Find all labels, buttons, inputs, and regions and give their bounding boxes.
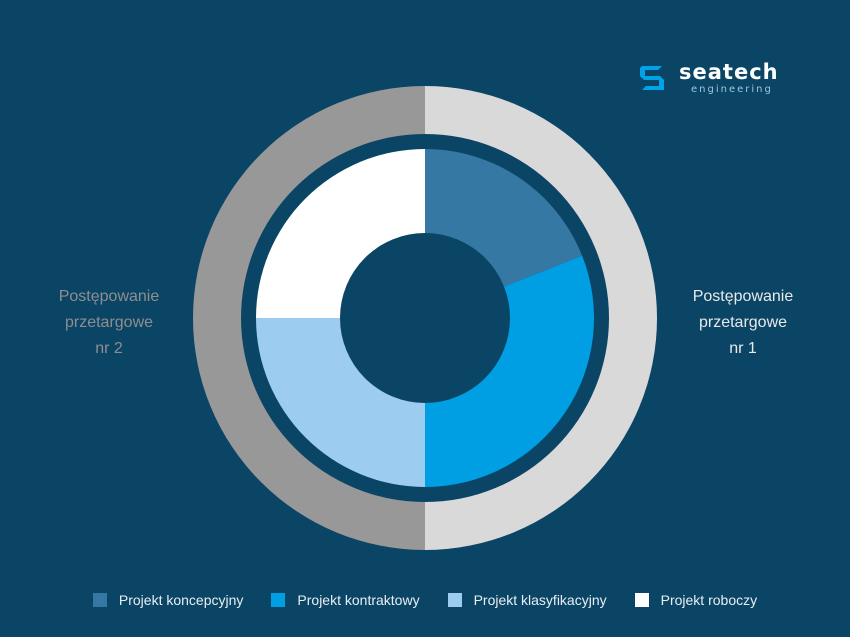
legend-swatch-kontraktowy bbox=[271, 593, 286, 607]
legend-label: Projekt koncepcyjny bbox=[118, 592, 244, 608]
label-tender-1: Postępowanie przetargowe nr 1 bbox=[692, 288, 794, 357]
logo-subtitle: engineering bbox=[691, 84, 773, 95]
legend: Projekt koncepcyjny Projekt kontraktowy … bbox=[0, 592, 850, 608]
legend-item-roboczy: Projekt roboczy bbox=[634, 592, 758, 608]
legend-swatch-klasyfikacyjny bbox=[447, 593, 462, 607]
label-tender-2: Postępowanie przetargowe nr 2 bbox=[58, 288, 160, 357]
legend-label: Projekt klasyfikacyjny bbox=[473, 592, 607, 608]
seatech-logo: seatech engineering bbox=[636, 60, 796, 102]
legend-swatch-roboczy bbox=[634, 593, 649, 607]
logo-name: seatech bbox=[679, 60, 779, 84]
legend-label: Projekt roboczy bbox=[660, 592, 758, 608]
legend-item-kontraktowy: Projekt kontraktowy bbox=[271, 592, 420, 608]
seatech-logo-icon bbox=[640, 66, 664, 90]
legend-item-koncepcyjny: Projekt koncepcyjny bbox=[92, 592, 244, 608]
donut-hole bbox=[340, 233, 510, 403]
legend-swatch-koncepcyjny bbox=[92, 593, 107, 607]
legend-item-klasyfikacyjny: Projekt klasyfikacyjny bbox=[447, 592, 607, 608]
legend-label: Projekt kontraktowy bbox=[297, 592, 420, 608]
